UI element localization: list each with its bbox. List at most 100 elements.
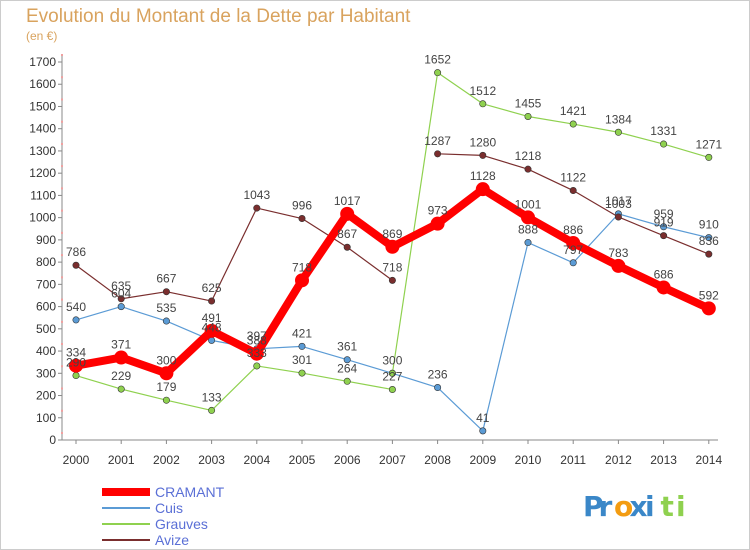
data-label-cramant: 334 — [66, 346, 86, 360]
data-label-cuis: 540 — [66, 300, 86, 314]
x-tick-label: 2013 — [650, 453, 677, 467]
data-label-cuis: 959 — [654, 207, 674, 221]
data-label-avize: 836 — [699, 234, 719, 248]
y-tick-label: 1200 — [29, 166, 56, 180]
logo-letter: t — [661, 490, 674, 523]
x-tick-label: 2007 — [379, 453, 406, 467]
data-label-cuis: 300 — [382, 353, 402, 367]
data-label-cramant: 783 — [608, 246, 628, 260]
data-label-cramant: 869 — [382, 227, 402, 241]
data-label-grauves: 1652 — [424, 53, 451, 67]
series-avize-point — [614, 213, 622, 221]
data-label-grauves: 1331 — [650, 124, 677, 138]
data-label-grauves: 179 — [156, 380, 176, 394]
x-tick-label: 2006 — [334, 453, 361, 467]
data-label-avize: 996 — [292, 199, 312, 213]
x-tick-label: 2003 — [198, 453, 225, 467]
data-label-cuis: 604 — [111, 287, 131, 301]
series-grauves-point — [208, 406, 216, 414]
data-label-avize: 1280 — [469, 135, 496, 149]
data-label-avize: 667 — [156, 272, 176, 286]
series-cuis-point — [162, 317, 170, 325]
series-cuis-point — [660, 223, 668, 231]
logo-letter: o — [614, 490, 633, 523]
chart-title: Evolution du Montant de la Dette par Hab… — [26, 6, 411, 27]
y-tick-label: 0 — [49, 433, 56, 447]
logo-letter: P — [583, 490, 604, 523]
y-tick-label: 1400 — [29, 122, 56, 136]
series-cramant-point — [611, 258, 626, 273]
series-grauves-point — [660, 140, 668, 148]
data-label-cuis: 236 — [428, 368, 448, 382]
data-label-grauves: 264 — [337, 361, 357, 375]
series-cramant-point — [566, 235, 581, 250]
series-cramant-point — [295, 273, 309, 288]
data-label-avize: 867 — [337, 227, 357, 241]
series-cramant-point — [385, 239, 400, 254]
series-cuis-point — [705, 234, 713, 242]
series-cramant-point — [249, 346, 264, 361]
data-label-avize: 718 — [382, 260, 402, 274]
series-avize-point — [117, 295, 125, 303]
series-avize-point — [162, 288, 170, 296]
series-grauves-point — [434, 69, 442, 77]
y-tick-label: 400 — [36, 344, 56, 358]
chart-subtitle: (en €) — [26, 29, 57, 43]
data-label-avize: 1043 — [243, 188, 270, 202]
series-cramant-point — [701, 301, 716, 316]
data-label-cramant: 686 — [654, 267, 674, 281]
y-tick-label: 900 — [36, 233, 56, 247]
data-label-cuis: 41 — [476, 411, 490, 425]
y-tick-label: 200 — [36, 389, 56, 403]
data-label-grauves: 333 — [247, 346, 267, 360]
data-label-cramant: 371 — [111, 338, 131, 352]
x-tick-label: 2010 — [515, 453, 542, 467]
series-grauves-point — [614, 128, 622, 136]
data-label-cramant: 886 — [563, 223, 583, 237]
x-tick-label: 2009 — [469, 453, 496, 467]
data-label-cuis: 535 — [156, 301, 176, 315]
series-avize-point — [253, 204, 261, 212]
data-label-cramant: 1128 — [470, 169, 496, 183]
series-cuis-point — [72, 316, 80, 324]
series-avize-point — [705, 250, 713, 258]
data-label-grauves: 301 — [292, 353, 312, 367]
legend-label-cuis: Cuis — [155, 500, 183, 516]
data-label-cuis: 888 — [518, 223, 538, 237]
y-tick-label: 800 — [36, 255, 56, 269]
proxiti-logo: Pr oxi t i — [583, 490, 686, 523]
data-label-grauves: 1271 — [695, 137, 722, 151]
series-cuis-point — [343, 356, 351, 364]
series-cramant-point — [114, 350, 129, 365]
y-tick-label: 1100 — [30, 188, 56, 202]
series-cuis-point — [569, 259, 577, 267]
data-label-avize: 1218 — [515, 149, 542, 163]
data-label-grauves: 1421 — [560, 104, 587, 118]
series-grauves-line — [75, 365, 393, 412]
series-avize-point — [479, 151, 487, 159]
x-tick-label: 2001 — [108, 453, 135, 467]
data-label-cramant: 491 — [202, 311, 222, 325]
series-grauves-point — [343, 377, 351, 385]
series-avize-line — [75, 207, 393, 302]
series-cramant-point — [204, 323, 219, 338]
logo-letter: i — [645, 490, 655, 523]
series-grauves-point — [705, 153, 713, 161]
y-tick-label: 1600 — [29, 77, 56, 91]
data-label-grauves: 290 — [66, 356, 86, 370]
x-tick-label: 2008 — [424, 453, 451, 467]
series-grauves-line — [391, 72, 710, 374]
data-label-cramant: 718 — [292, 260, 312, 274]
data-label-cuis: 448 — [202, 320, 222, 334]
y-tick-label: 600 — [36, 300, 56, 314]
data-label-cuis: 397 — [247, 329, 267, 343]
series-cuis-point — [434, 384, 442, 392]
series-cramant-point — [159, 366, 174, 381]
data-label-avize: 1287 — [424, 134, 451, 148]
series-layer — [69, 69, 716, 435]
data-label-avize: 625 — [202, 281, 222, 295]
x-tick-label: 2004 — [243, 453, 270, 467]
data-label-cuis: 797 — [563, 243, 583, 257]
